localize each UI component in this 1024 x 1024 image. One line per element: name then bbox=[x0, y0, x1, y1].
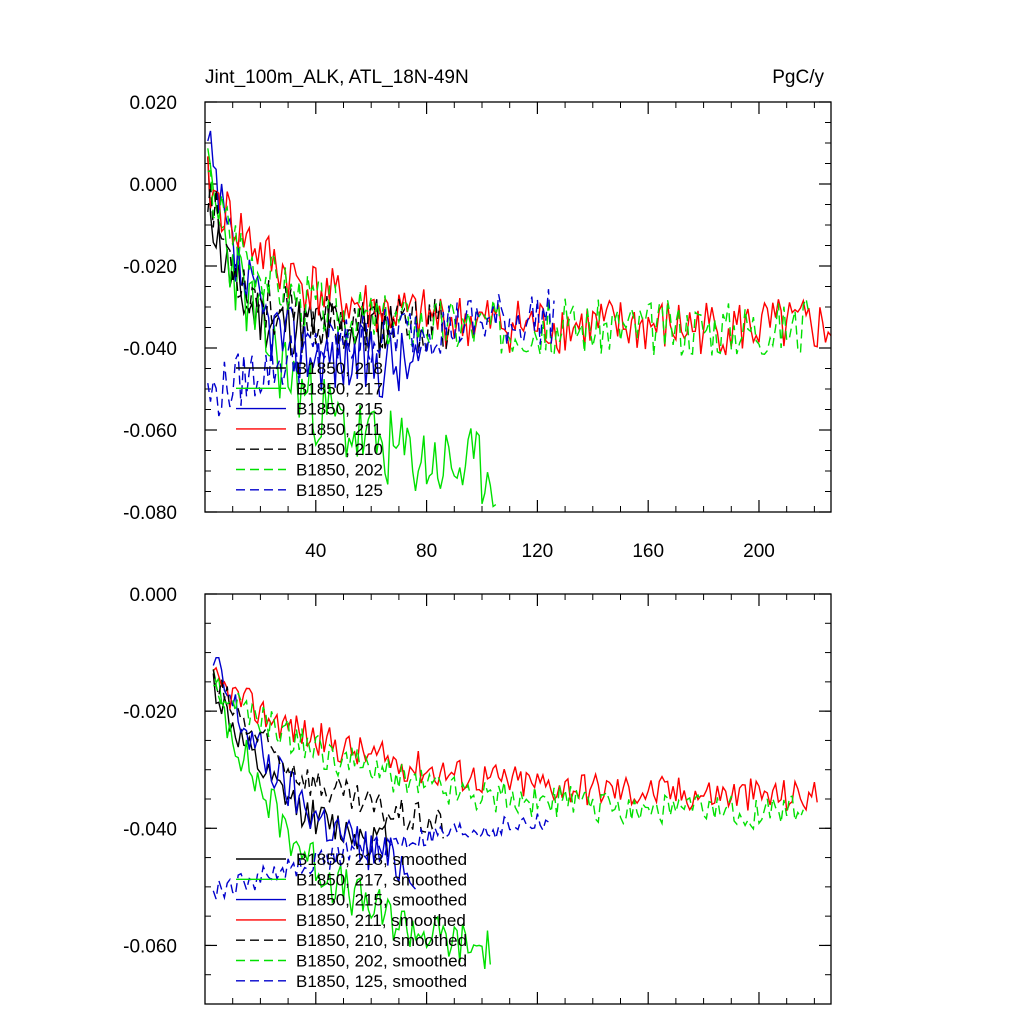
legend-label-2: B1850, 217, smoothed bbox=[296, 870, 467, 889]
bottom-panel-ticks: 0.000 -0.020 -0.040 -0.060 bbox=[123, 585, 831, 1005]
x-tick-label: 40 bbox=[305, 541, 326, 562]
series-line-2 bbox=[207, 148, 497, 508]
legend-label-3: B1850, 215 bbox=[296, 400, 383, 419]
legend-label-4: B1850, 211, smoothed bbox=[296, 911, 466, 930]
series-line-6 bbox=[207, 169, 810, 357]
y-tick-label: -0.060 bbox=[123, 421, 177, 442]
y-tick-label: -0.060 bbox=[123, 936, 177, 957]
bottom-panel-series bbox=[212, 657, 818, 969]
series-line-2 bbox=[212, 668, 491, 969]
legend-label-6: B1850, 202 bbox=[296, 461, 383, 480]
top-panel-ticks: 0.020 0.000 -0.020 -0.040 -0.060 -0.080 40 80 12… bbox=[123, 93, 831, 562]
legend-label-1: B1850, 218 bbox=[296, 359, 383, 378]
legend-label-6: B1850, 202, smoothed bbox=[296, 952, 467, 971]
legend-label-5: B1850, 210, smoothed bbox=[296, 931, 467, 950]
top-panel-title: Jint_100m_ALK, ATL_18N-49N bbox=[205, 67, 469, 88]
series-line-5 bbox=[212, 669, 444, 839]
y-tick-label: 0.000 bbox=[129, 585, 177, 606]
x-tick-label: 200 bbox=[743, 541, 775, 562]
series-line-1 bbox=[207, 157, 395, 359]
legend-label-2: B1850, 217 bbox=[296, 379, 383, 398]
y-tick-label: 0.000 bbox=[129, 175, 177, 196]
legend-label-4: B1850, 211 bbox=[296, 420, 382, 439]
top-panel: Jint_100m_ALK, ATL_18N-49N PgC/y 0.0200.… bbox=[123, 67, 832, 562]
top-panel-series bbox=[207, 130, 831, 508]
y-tick-label: -0.040 bbox=[123, 819, 177, 840]
series-line-7 bbox=[207, 289, 555, 417]
legend-label-3: B1850, 215, smoothed bbox=[296, 891, 467, 910]
x-tick-label: 160 bbox=[632, 541, 664, 562]
y-tick-label: -0.040 bbox=[123, 339, 177, 360]
series-line-4 bbox=[207, 156, 831, 356]
legend-label-5: B1850, 210 bbox=[296, 440, 383, 459]
series-line-5 bbox=[207, 183, 450, 355]
bottom-panel: 0.000 -0.020 -0.040 -0.060 B1850, 218, smoo… bbox=[123, 585, 832, 1005]
series-line-4 bbox=[212, 666, 818, 812]
series-line-3 bbox=[207, 130, 422, 399]
series-line-6 bbox=[213, 683, 804, 831]
y-tick-label: -0.080 bbox=[123, 503, 177, 524]
y-tick-label: -0.020 bbox=[123, 702, 177, 723]
legend-label-7: B1850, 125, smoothed bbox=[296, 972, 467, 991]
top-panel-frame bbox=[204, 101, 832, 513]
series-line-7 bbox=[212, 813, 549, 901]
legend-label-1: B1850, 218, smoothed bbox=[296, 850, 467, 869]
legend-label-7: B1850, 125 bbox=[296, 481, 383, 500]
bottom-panel-frame bbox=[204, 593, 832, 1005]
x-tick-label: 80 bbox=[416, 541, 437, 562]
x-tick-label: 120 bbox=[522, 541, 554, 562]
top-panel-units: PgC/y bbox=[772, 67, 824, 88]
y-tick-label: 0.020 bbox=[129, 93, 177, 114]
y-tick-label: -0.020 bbox=[123, 257, 177, 278]
